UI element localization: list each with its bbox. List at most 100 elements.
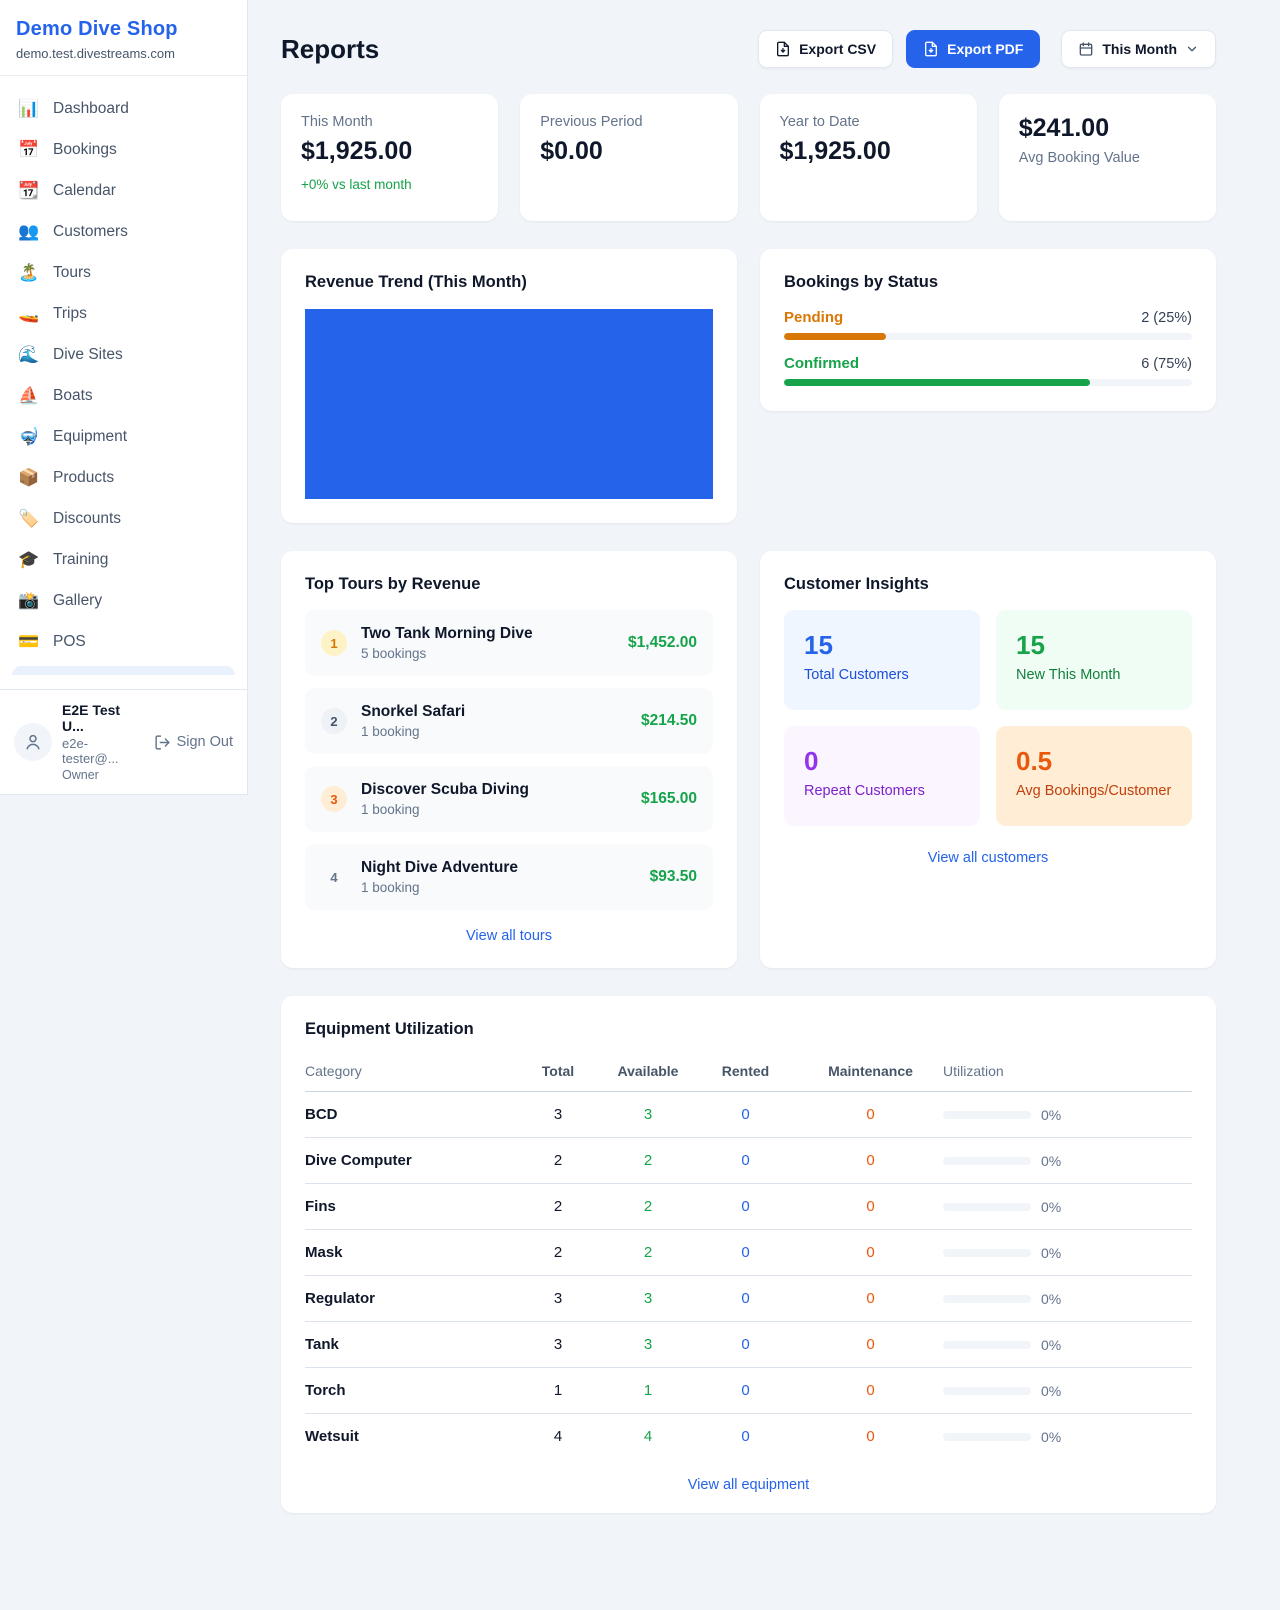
user-info: E2E Test U... e2e-tester@... Owner	[62, 702, 144, 782]
export-csv-label: Export CSV	[799, 41, 877, 57]
equip-maintenance: 0	[798, 1091, 943, 1138]
period-dropdown[interactable]: This Month	[1061, 30, 1216, 68]
equip-total: 2	[513, 1229, 603, 1276]
export-pdf-button[interactable]: Export PDF	[906, 30, 1041, 68]
status-bar-track	[784, 333, 1192, 340]
stat-card: $241.00 Avg Booking Value	[998, 94, 1216, 221]
column-header-rented: Rented	[693, 1057, 798, 1092]
view-all-tours-link[interactable]: View all tours	[466, 928, 552, 944]
sidebar-item-dive-sites[interactable]: 🌊 Dive Sites	[0, 334, 247, 375]
utilization-bar	[943, 1248, 1031, 1257]
sidebar: Demo Dive Shop demo.test.divestreams.com…	[0, 0, 248, 795]
stat-value: $241.00	[1018, 114, 1110, 142]
equip-available: 1	[603, 1367, 693, 1414]
view-all-equipment-link[interactable]: View all equipment	[687, 1477, 810, 1493]
stat-label: Year to Date	[779, 114, 860, 130]
sidebar-item-label: Calendar	[53, 181, 116, 199]
insight-tile: 0.5 Avg Bookings/Customer	[996, 726, 1192, 826]
sidebar-item-bookings[interactable]: 📅 Bookings	[0, 129, 247, 170]
equip-category: Mask	[305, 1229, 513, 1276]
sidebar-item-equipment[interactable]: 🤿 Equipment	[0, 416, 247, 457]
status-label: Pending	[784, 309, 844, 326]
equip-total: 4	[553, 1428, 563, 1445]
equip-maintenance: 0	[866, 1428, 875, 1445]
equip-maintenance: 0	[798, 1321, 943, 1368]
sidebar-item-gallery[interactable]: 📸 Gallery	[0, 580, 247, 621]
revenue-trend-chart	[305, 309, 713, 499]
column-header-total: Total	[513, 1057, 603, 1092]
sign-out-button[interactable]: Sign Out	[154, 734, 233, 751]
sidebar-item-products[interactable]: 📦 Products	[0, 457, 247, 498]
user-panel: E2E Test U... e2e-tester@... Owner Sign …	[0, 689, 247, 794]
stat-value: $1,925.00	[779, 137, 891, 165]
insight-label: Avg Bookings/Customer	[1016, 783, 1172, 799]
user-name: E2E Test U...	[62, 702, 121, 734]
equip-total: 1	[513, 1367, 603, 1414]
top-tours-card: Top Tours by Revenue 1 Two Tank Morning D…	[281, 551, 737, 968]
user-email: e2e-tester@...	[62, 736, 119, 766]
revenue-trend-card: Revenue Trend (This Month)	[281, 249, 737, 523]
sidebar-item-calendar[interactable]: 📆 Calendar	[0, 170, 247, 211]
status-bar-track	[784, 379, 1192, 386]
dive-sites-icon: 🌊	[18, 344, 40, 364]
equip-category: Dive Computer	[305, 1137, 513, 1184]
tour-revenue: $165.00	[640, 790, 697, 807]
equip-category: Wetsuit	[305, 1428, 359, 1445]
sidebar-item-training[interactable]: 🎓 Training	[0, 539, 247, 580]
sidebar-item-pos[interactable]: 💳 POS	[0, 621, 247, 662]
tour-list: 1 Two Tank Morning Dive 5 bookings $1,452.0…	[305, 610, 713, 910]
sidebar-item-reports-partial[interactable]	[12, 666, 235, 675]
equip-rented: 0	[693, 1091, 798, 1138]
equip-available: 3	[603, 1091, 693, 1138]
page-header: Reports Export CSV Export PDF This Month	[281, 30, 1216, 68]
equip-category: Fins	[305, 1183, 513, 1230]
table-row: Mask 2 2 0 0 0%	[305, 1229, 1192, 1276]
export-csv-button[interactable]: Export CSV	[758, 30, 894, 68]
discounts-icon: 🏷️	[18, 508, 40, 528]
equip-maintenance: 0	[798, 1275, 943, 1322]
column-header-maintenance: Maintenance	[798, 1057, 943, 1092]
status-value: 6 (75%)	[1141, 355, 1192, 372]
sidebar-item-dashboard[interactable]: 📊 Dashboard	[0, 88, 247, 129]
insight-value: 0.5	[1016, 746, 1053, 776]
equipment-table-header: Category Total Available Rented Maintenance U…	[305, 1057, 1192, 1092]
view-all-customers-link[interactable]: View all customers	[927, 850, 1049, 866]
tour-item: 1 Two Tank Morning Dive 5 bookings $1,452.0…	[305, 610, 713, 676]
utilization-percent: 0%	[1041, 1290, 1062, 1307]
equip-category: BCD	[305, 1091, 513, 1138]
sidebar-item-discounts[interactable]: 🏷️ Discounts	[0, 498, 247, 539]
shop-name: Demo Dive Shop	[16, 18, 178, 40]
tour-bookings: 1 booking	[361, 802, 420, 817]
equip-available: 2	[603, 1137, 693, 1184]
tour-item: 4 Night Dive Adventure 1 booking $93.50	[305, 844, 713, 910]
sidebar-item-label: Discounts	[53, 509, 122, 527]
sidebar-item-customers[interactable]: 👥 Customers	[0, 211, 247, 252]
sidebar-item-label: Trips	[53, 304, 87, 322]
equip-rented: 0	[693, 1137, 798, 1184]
boats-icon: ⛵	[18, 385, 40, 405]
sidebar-item-label: Boats	[53, 386, 93, 404]
equip-maintenance: 0	[798, 1367, 943, 1414]
bookings-by-status-title: Bookings by Status	[784, 273, 939, 291]
table-row: Dive Computer 2 2 0 0 0%	[305, 1137, 1192, 1184]
sidebar-item-boats[interactable]: ⛵ Boats	[0, 375, 247, 416]
sidebar-item-tours[interactable]: 🏝️ Tours	[0, 252, 247, 293]
bookings-icon: 📅	[18, 139, 40, 159]
table-row: Wetsuit 4 4 0 0 0%	[305, 1414, 1192, 1460]
tour-name: Discover Scuba Diving	[361, 781, 529, 798]
stat-label: Avg Booking Value	[1018, 150, 1140, 166]
insight-tile: 15 New This Month	[996, 610, 1192, 710]
equip-available: 4	[643, 1428, 653, 1445]
sidebar-item-trips[interactable]: 🚤 Trips	[0, 293, 247, 334]
equip-total: 3	[513, 1321, 603, 1368]
stat-card: Year to Date $1,925.00	[759, 94, 977, 221]
tour-revenue: $93.50	[649, 868, 697, 885]
insight-value: 15	[804, 630, 833, 660]
equipment-icon: 🤿	[18, 426, 40, 446]
sidebar-item-label: Tours	[53, 263, 91, 281]
status-row: Pending 2 (25%)	[784, 309, 1192, 340]
sidebar-header: Demo Dive Shop demo.test.divestreams.com	[0, 0, 247, 76]
stat-card: This Month $1,925.00 +0% vs last month	[281, 94, 499, 221]
equipment-table-body: BCD 3 3 0 0 0% Dive Computer 2 2 0 0 0% Fins 2 2 0 0 0% Ma…	[305, 1091, 1192, 1460]
tour-revenue: $214.50	[640, 712, 697, 729]
